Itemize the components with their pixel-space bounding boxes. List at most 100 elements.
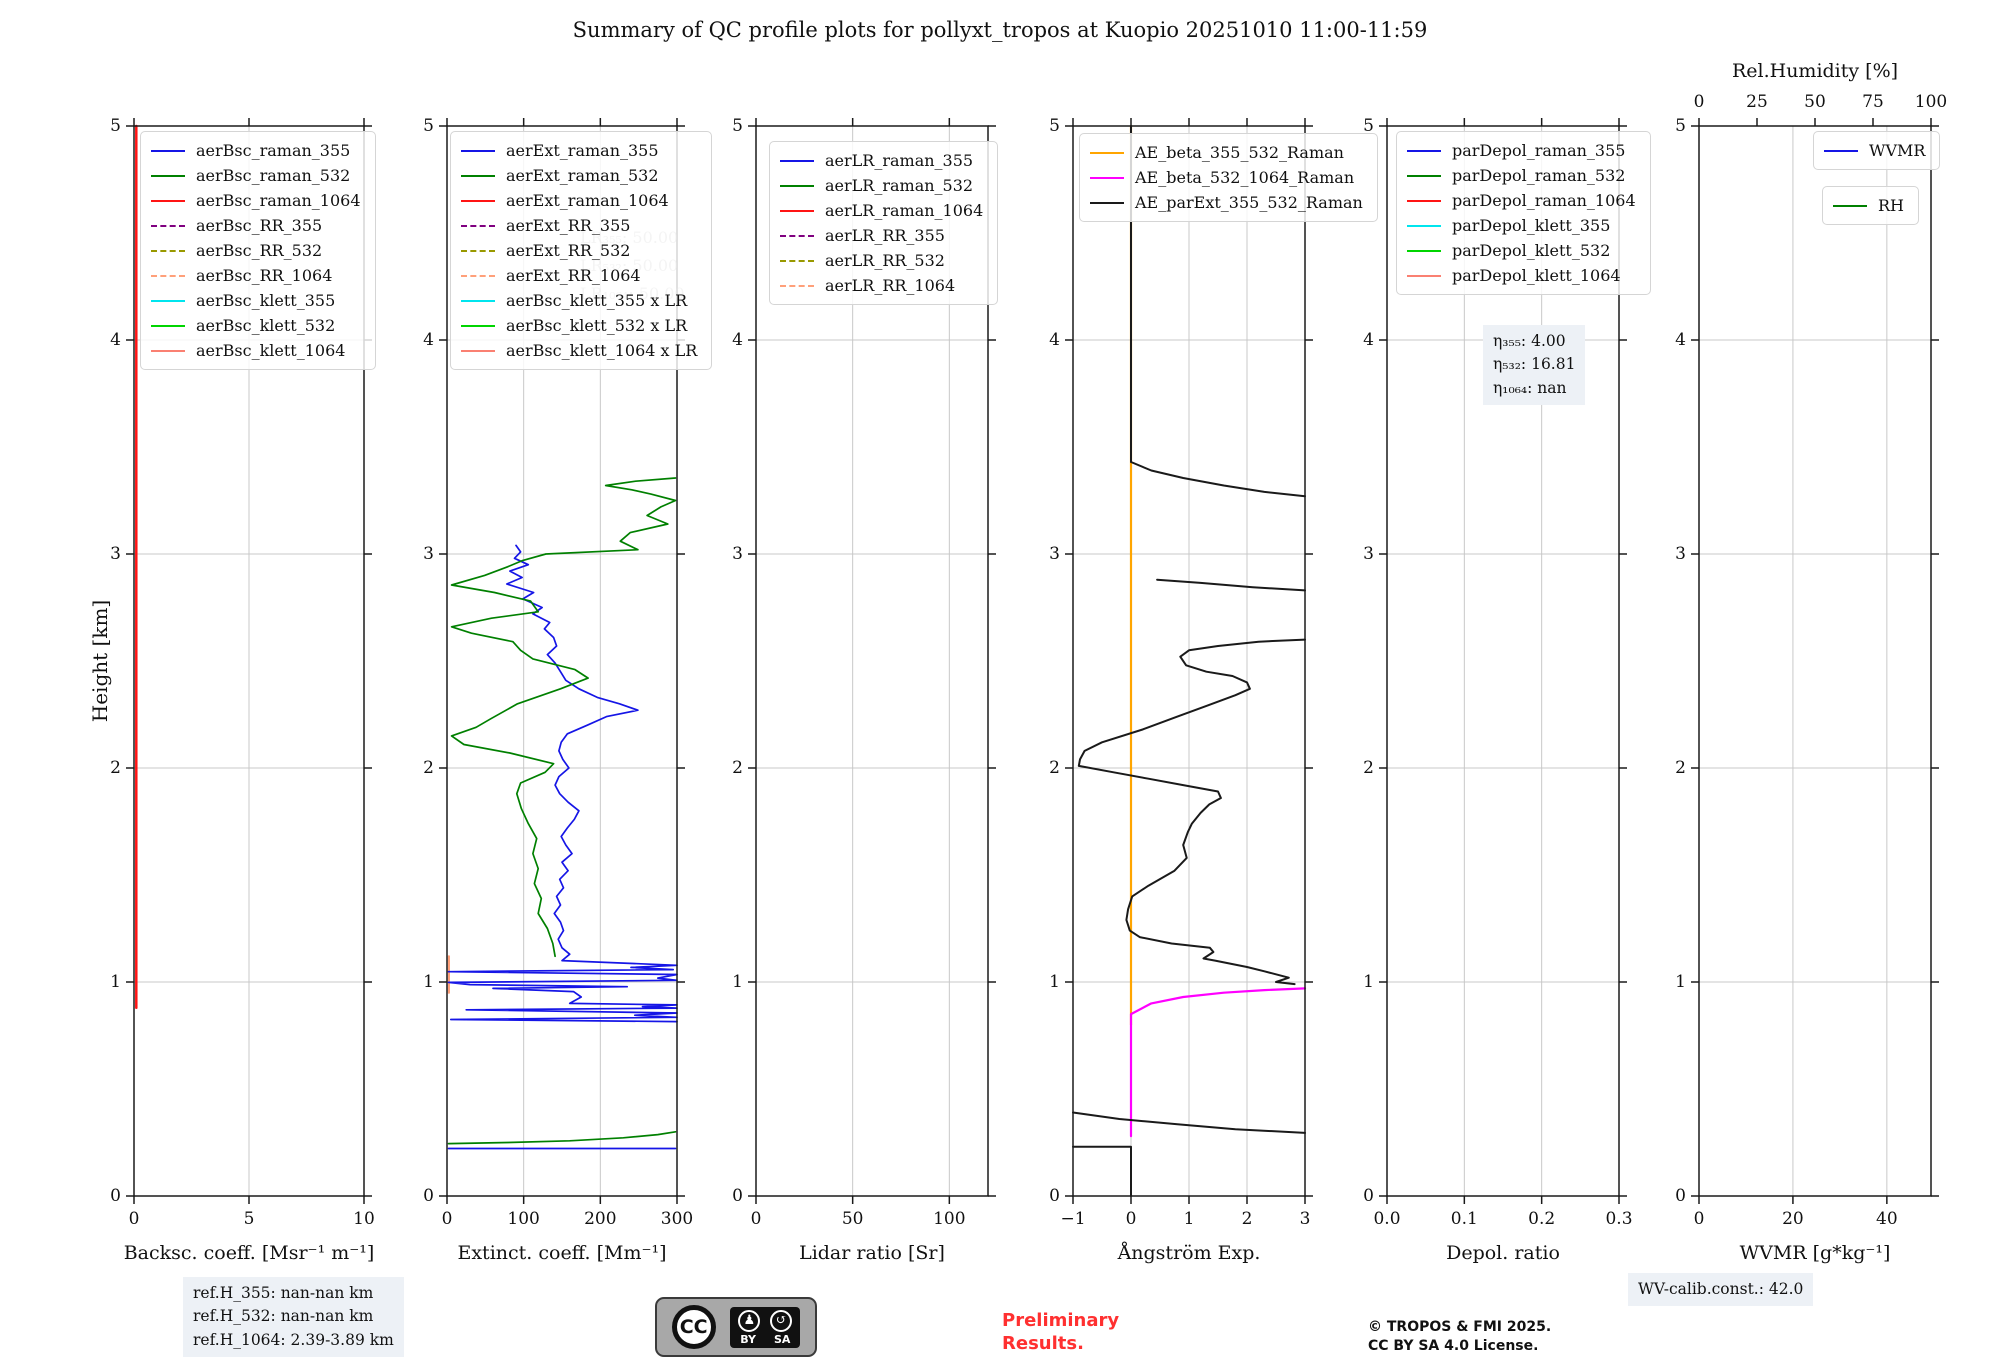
x-tick-label: 0 (128, 1209, 140, 1229)
axes-spines (446, 125, 678, 1197)
legend-line-swatch (1090, 176, 1124, 179)
x-tick-label: 0.3 (1605, 1209, 1633, 1229)
y-tick-label: 4 (1049, 330, 1060, 350)
legend-item: aerLR_raman_1064 (780, 198, 983, 223)
legend-item: aerExt_RR_355 (461, 213, 697, 238)
legend-line-swatch (780, 259, 814, 262)
y-tick-label: 2 (1363, 758, 1374, 778)
y-tick-label: 5 (732, 116, 743, 136)
x-tick-label: 0 (1693, 1209, 1705, 1229)
y-tick-label: 0 (1675, 1186, 1686, 1206)
legend-line-swatch (461, 324, 495, 327)
series-AE_parExt_355_532_Raman_seg4 (1072, 1111, 1306, 1134)
legend-item-label: parDepol_raman_1064 (1452, 191, 1636, 210)
x-tick-label: 40 (1876, 1209, 1898, 1229)
figure-title: Summary of QC profile plots for pollyxt_… (572, 18, 1428, 42)
top-axis-tick-label: 0 (1693, 92, 1705, 112)
legend-line-swatch (780, 234, 814, 237)
x-axis-label-backscatter: Backsc. coeff. [Msr⁻¹ m⁻¹] (123, 1242, 375, 1264)
copyright-line-1: © TROPOS & FMI 2025. (1368, 1319, 1552, 1335)
x-tick-label: 20 (1782, 1209, 1804, 1229)
y-tick-label: 5 (423, 116, 434, 136)
legend-item: AE_beta_532_1064_Raman (1090, 165, 1363, 190)
top-axis-tick-label: 50 (1804, 92, 1826, 112)
legend-line-swatch (461, 349, 495, 352)
x-tick-label: 200 (584, 1209, 617, 1229)
legend-item: aerBsc_RR_355 (151, 213, 361, 238)
y-tick-label: 1 (732, 972, 743, 992)
legend-line-swatch (461, 274, 495, 277)
copyright-line-2: CC BY SA 4.0 License. (1368, 1337, 1539, 1354)
x-tick-label: 100 (933, 1209, 966, 1229)
legend-item: aerExt_raman_1064 (461, 188, 697, 213)
y-tick-label: 3 (423, 544, 434, 564)
legend-item-label: aerBsc_klett_355 (196, 291, 336, 310)
x-tick-label: 0 (441, 1209, 453, 1229)
x-axis-label-angstrom: Ångström Exp. (1117, 1242, 1261, 1264)
legend-item: aerBsc_RR_1064 (151, 263, 361, 288)
y-tick-label: 4 (1675, 330, 1686, 350)
copyright-note: © TROPOS & FMI 2025. CC BY SA 4.0 Licens… (1368, 1318, 1551, 1356)
y-tick-label: 4 (423, 330, 434, 350)
legend-item: aerExt_RR_532 (461, 238, 697, 263)
x-tick-label: 0 (1125, 1209, 1137, 1229)
legend-line-swatch (1407, 274, 1441, 277)
legend-line-swatch (461, 299, 495, 302)
legend-line-swatch (461, 224, 495, 227)
legend-line-swatch (1407, 199, 1441, 202)
y-tick-label: 1 (110, 972, 121, 992)
panel-depol-plot (1379, 118, 1627, 1204)
legend-item: aerBsc_RR_532 (151, 238, 361, 263)
x-tick-label: 1 (1183, 1209, 1195, 1229)
x-tick-label: 3 (1299, 1209, 1311, 1229)
x-tick-label: 0.1 (1450, 1209, 1478, 1229)
y-tick-label: 5 (110, 116, 121, 136)
x-tick-label: 50 (841, 1209, 864, 1229)
x-tick-label: 2 (1241, 1209, 1253, 1229)
legend-item-label: aerBsc_RR_355 (196, 216, 323, 235)
legend-item-label: aerLR_RR_355 (825, 226, 945, 245)
y-tick-label: 1 (1675, 972, 1686, 992)
y-tick-label: 0 (423, 1186, 434, 1206)
legend-item-label: WVMR (1869, 141, 1926, 160)
cc-license-badge: CC ♟ ↺ BY SA (655, 1297, 817, 1357)
y-tick-label: 2 (423, 758, 434, 778)
legend-backscatter: aerBsc_raman_355 aerBsc_raman_532 aerBsc_r… (140, 131, 376, 370)
y-tick-label: 3 (110, 544, 121, 564)
y-tick-label: 0 (1363, 1186, 1374, 1206)
legend-item: aerBsc_klett_1064 (151, 338, 361, 363)
cc-by-sa-panel: ♟ ↺ BY SA (730, 1306, 801, 1348)
series-AE_beta_532_1064_Raman (1129, 987, 1307, 1138)
legend-item-label: aerLR_RR_532 (825, 251, 945, 270)
legend-wvmr: WVMR (1813, 131, 1941, 170)
legend-item: parDepol_raman_532 (1407, 163, 1636, 188)
wv-calibration-constant-box: WV-calib.const.: 42.0 (1628, 1273, 1814, 1307)
preliminary-results-note: Preliminary Results. (1002, 1310, 1119, 1355)
series-AE_parExt_355_532_Raman_seg3 (1077, 638, 1306, 986)
legend-depol: parDepol_raman_355 parDepol_raman_532 parD… (1396, 131, 1651, 295)
eta-value-line: η₁₀₆₄: nan (1493, 378, 1567, 397)
legend-item: aerBsc_klett_355 (151, 288, 361, 313)
reference-height-box: ref.H_355: nan-nan km ref.H_532: nan-nan… (183, 1277, 404, 1357)
legend-line-swatch (1407, 149, 1441, 152)
series-AE_parExt_355_532_Raman_seg2 (1156, 578, 1306, 592)
legend-item: aerBsc_klett_532 (151, 313, 361, 338)
series-aerExt_raman_532 (450, 477, 677, 958)
legend-item-label: aerBsc_klett_1064 (196, 341, 346, 360)
legend-item-label: aerLR_raman_1064 (825, 201, 984, 220)
legend-item-label: parDepol_raman_532 (1452, 166, 1626, 185)
legend-line-swatch (461, 199, 495, 202)
legend-item-label: parDepol_klett_355 (1452, 216, 1611, 235)
legend-extinction: aerExt_raman_355 aerExt_raman_532 aerExt_r… (450, 131, 713, 370)
legend-item: aerExt_raman_532 (461, 163, 697, 188)
x-tick-label: 300 (660, 1209, 694, 1229)
legend-line-swatch (1407, 174, 1441, 177)
y-axis-label: Height [km] (88, 599, 112, 723)
legend-item: aerExt_RR_1064 (461, 263, 697, 288)
legend-line-swatch (780, 159, 814, 162)
legend-item-label: aerBsc_klett_1064 x LR (506, 341, 698, 360)
panel-wvmr-plot (1691, 118, 1939, 1204)
legend-item: aerLR_RR_532 (780, 248, 983, 273)
y-tick-label: 1 (1363, 972, 1374, 992)
